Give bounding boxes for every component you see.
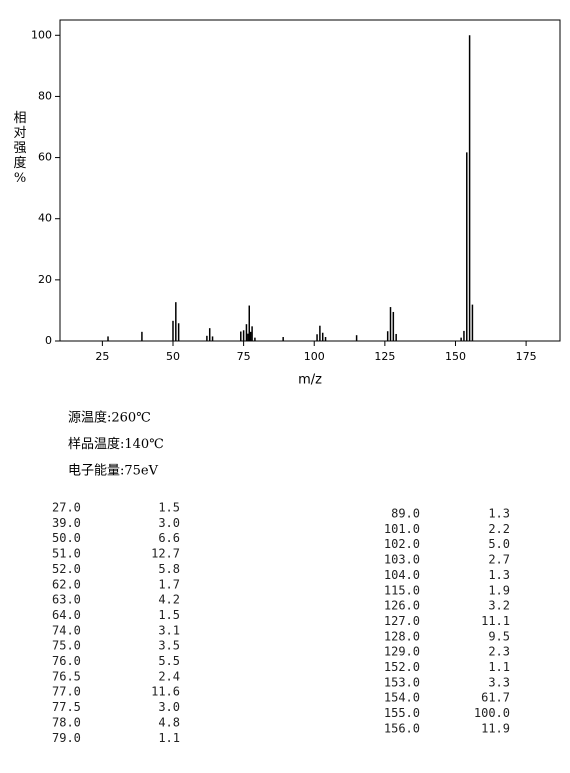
intensity-cell: 3.0 xyxy=(158,700,180,714)
intensity-cell: 2.4 xyxy=(158,669,180,683)
intensity-cell: 3.5 xyxy=(158,639,180,653)
mz-cell: 76.5 xyxy=(52,669,81,683)
intensity-cell: 1.3 xyxy=(488,568,510,582)
intensity-cell: 1.1 xyxy=(158,731,180,745)
mz-cell: 115.0 xyxy=(384,583,420,597)
y-tick-label: 80 xyxy=(38,89,52,102)
mz-cell: 154.0 xyxy=(384,691,420,705)
y-tick-label: 40 xyxy=(38,212,52,225)
intensity-cell: 2.2 xyxy=(488,522,510,536)
x-tick-label: 25 xyxy=(95,350,109,363)
mz-cell: 128.0 xyxy=(384,629,420,643)
intensity-cell: 1.3 xyxy=(488,507,510,521)
y-tick-label: 60 xyxy=(38,151,52,164)
condition: 样品温度:140℃ xyxy=(68,436,164,452)
intensity-cell: 5.5 xyxy=(158,654,180,668)
condition: 电子能量:75eV xyxy=(68,464,159,479)
y-tick-label: 20 xyxy=(38,273,52,286)
mz-cell: 50.0 xyxy=(52,531,81,545)
mz-cell: 77.0 xyxy=(52,685,81,699)
intensity-cell: 2.7 xyxy=(488,553,510,567)
mz-cell: 78.0 xyxy=(52,715,81,729)
mz-cell: 39.0 xyxy=(52,516,81,530)
plot-frame xyxy=(59,19,561,342)
intensity-cell: 5.0 xyxy=(488,537,510,551)
intensity-cell: 61.7 xyxy=(481,691,510,705)
mz-cell: 155.0 xyxy=(384,706,420,720)
mz-cell: 102.0 xyxy=(384,537,420,551)
intensity-cell: 1.1 xyxy=(488,660,510,674)
intensity-cell: 100.0 xyxy=(474,706,510,720)
mz-cell: 101.0 xyxy=(384,522,420,536)
x-tick-label: 100 xyxy=(304,350,325,363)
intensity-cell: 1.5 xyxy=(158,501,180,515)
mz-cell: 152.0 xyxy=(384,660,420,674)
x-tick-label: 50 xyxy=(166,350,180,363)
intensity-cell: 12.7 xyxy=(151,547,180,561)
x-tick-label: 125 xyxy=(374,350,395,363)
condition: 源温度:260℃ xyxy=(68,410,151,426)
intensity-cell: 1.7 xyxy=(158,577,180,591)
y-tick-label: 100 xyxy=(31,28,52,41)
mz-cell: 52.0 xyxy=(52,562,81,576)
intensity-cell: 4.8 xyxy=(158,715,180,729)
intensity-cell: 3.3 xyxy=(488,675,510,689)
intensity-cell: 6.6 xyxy=(158,531,180,545)
mz-cell: 76.0 xyxy=(52,654,81,668)
mz-cell: 103.0 xyxy=(384,553,420,567)
intensity-cell: 5.8 xyxy=(158,562,180,576)
x-tick-label: 150 xyxy=(445,350,466,363)
mz-cell: 89.0 xyxy=(391,507,420,521)
mz-cell: 74.0 xyxy=(52,623,81,637)
mz-cell: 51.0 xyxy=(52,547,81,561)
x-tick-label: 75 xyxy=(237,350,251,363)
y-tick-label: 0 xyxy=(45,334,52,347)
mz-cell: 27.0 xyxy=(52,501,81,515)
mz-cell: 79.0 xyxy=(52,731,81,745)
intensity-cell: 11.9 xyxy=(481,721,510,735)
intensity-cell: 3.2 xyxy=(488,599,510,613)
mz-cell: 127.0 xyxy=(384,614,420,628)
mz-cell: 104.0 xyxy=(384,568,420,582)
x-axis-label: m/z xyxy=(298,373,322,388)
intensity-cell: 1.9 xyxy=(488,583,510,597)
y-axis-label: 相对强度% xyxy=(13,111,26,186)
intensity-cell: 3.0 xyxy=(158,516,180,530)
mz-cell: 75.0 xyxy=(52,639,81,653)
x-tick-label: 175 xyxy=(516,350,537,363)
mz-cell: 77.5 xyxy=(52,700,81,714)
mz-cell: 153.0 xyxy=(384,675,420,689)
mz-cell: 64.0 xyxy=(52,608,81,622)
intensity-cell: 2.3 xyxy=(488,645,510,659)
intensity-cell: 1.5 xyxy=(158,608,180,622)
intensity-cell: 9.5 xyxy=(488,629,510,643)
intensity-cell: 11.1 xyxy=(481,614,510,628)
mz-cell: 129.0 xyxy=(384,645,420,659)
intensity-cell: 3.1 xyxy=(158,623,180,637)
intensity-cell: 11.6 xyxy=(151,685,180,699)
mz-cell: 156.0 xyxy=(384,721,420,735)
mz-cell: 62.0 xyxy=(52,577,81,591)
intensity-cell: 4.2 xyxy=(158,593,180,607)
mz-cell: 63.0 xyxy=(52,593,81,607)
mz-cell: 126.0 xyxy=(384,599,420,613)
